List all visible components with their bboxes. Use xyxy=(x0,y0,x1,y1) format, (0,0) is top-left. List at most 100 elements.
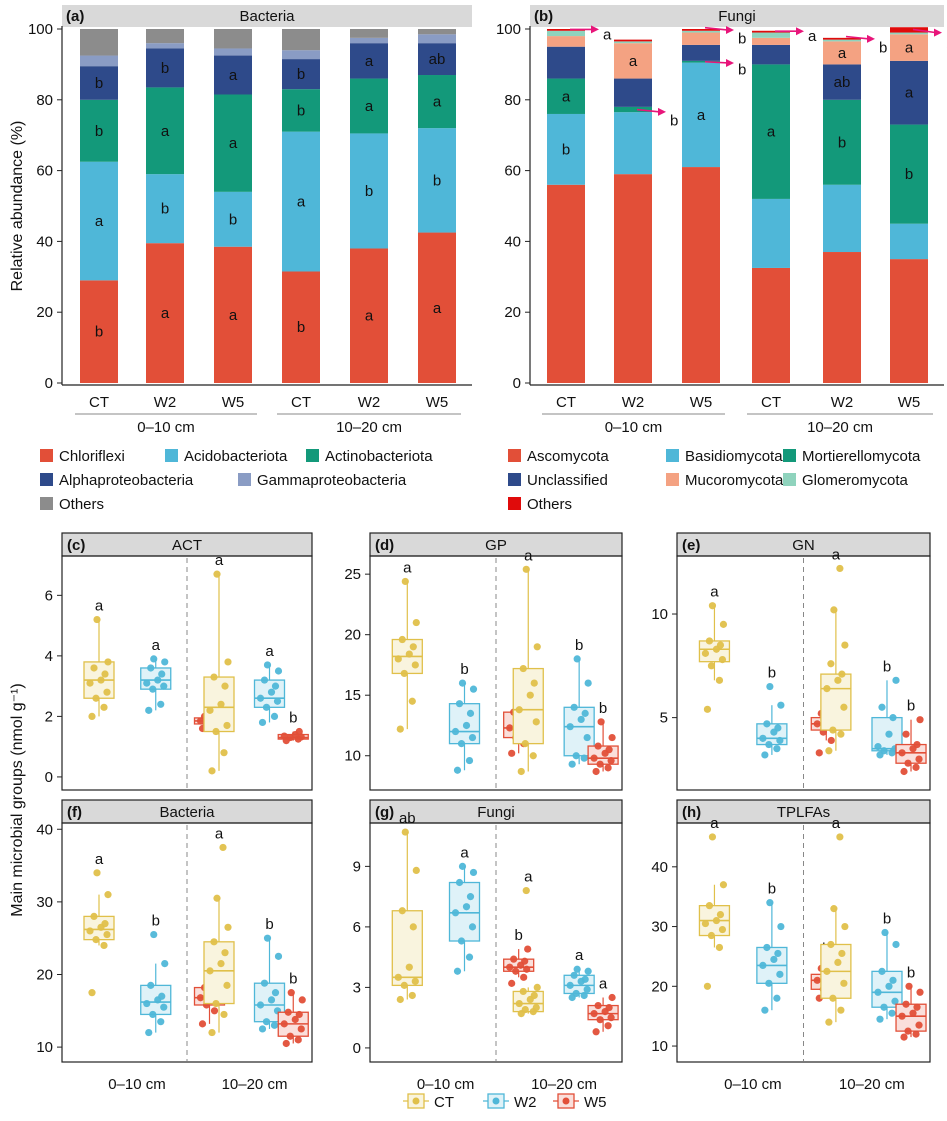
significance-letter: b xyxy=(905,166,913,183)
box-CT-top: ab xyxy=(391,810,423,1004)
data-point xyxy=(515,706,523,714)
data-point xyxy=(147,664,155,672)
y-tick-label: 6 xyxy=(353,919,361,936)
bar-segment xyxy=(350,248,388,383)
data-point xyxy=(898,749,906,757)
box-W2-sub: a xyxy=(253,643,286,727)
box-CT-sub: a xyxy=(512,869,544,1018)
box-W2-sub: a xyxy=(563,947,595,1002)
x-tick-label: CT xyxy=(89,394,109,411)
bar-segment xyxy=(823,99,861,185)
box-panel-e: (e)GN510abbabb xyxy=(651,532,931,791)
data-point xyxy=(716,911,725,919)
pointer-arrow-head xyxy=(726,26,734,35)
legend-item: Mortierellomycota xyxy=(783,448,921,465)
data-point xyxy=(777,701,785,709)
data-point xyxy=(469,685,478,693)
bar-segment xyxy=(823,64,861,100)
bar-segment xyxy=(146,243,184,383)
y-tick-label: 25 xyxy=(344,566,361,583)
legend-swatch xyxy=(508,449,521,462)
data-point xyxy=(469,868,478,877)
data-point xyxy=(149,1010,157,1019)
data-point xyxy=(891,997,899,1005)
box-W2-top: a xyxy=(140,637,172,714)
significance-letter: a xyxy=(152,637,161,654)
data-point xyxy=(521,1005,529,1014)
significance-letter: a xyxy=(524,547,533,564)
significance-letter: b xyxy=(265,916,273,933)
panel-title: ACT xyxy=(172,537,202,554)
box-iqr xyxy=(512,667,544,745)
bar-segment xyxy=(418,43,456,76)
bar-segment xyxy=(547,46,585,79)
legend-item: Chloriflexi xyxy=(40,448,125,465)
data-point xyxy=(223,721,231,730)
data-point xyxy=(607,1014,615,1022)
y-tick-label: 20 xyxy=(651,978,668,995)
bar-segment xyxy=(418,29,456,35)
pointer-arrow-line xyxy=(704,26,729,31)
data-point xyxy=(196,994,205,1002)
panel-title: GN xyxy=(792,537,815,554)
box-W5-top: b xyxy=(503,927,535,987)
data-point xyxy=(763,720,771,728)
data-point xyxy=(815,749,823,757)
data-point xyxy=(219,843,227,852)
data-point xyxy=(773,994,781,1002)
panel-title: Bacteria xyxy=(159,804,215,821)
bar-segment xyxy=(890,124,928,224)
data-point xyxy=(468,733,477,742)
legend-swatch xyxy=(783,473,796,486)
data-point xyxy=(701,649,710,657)
bar-segment xyxy=(890,34,928,61)
significance-letter: b xyxy=(907,964,915,981)
data-point xyxy=(519,987,527,996)
data-point xyxy=(703,982,712,990)
data-point xyxy=(286,1032,294,1040)
data-point xyxy=(825,1018,833,1026)
box-W2-sub: b xyxy=(253,916,286,1033)
data-point xyxy=(759,961,767,969)
bar-segment xyxy=(890,223,928,260)
significance-letter: b xyxy=(838,134,846,151)
significance-letter: a xyxy=(767,124,776,141)
data-point xyxy=(533,983,541,992)
data-point xyxy=(295,727,303,736)
data-point xyxy=(902,1000,910,1008)
data-point xyxy=(836,833,844,841)
data-point xyxy=(708,602,717,610)
data-point xyxy=(909,1009,917,1017)
y-tick-label: 0 xyxy=(513,375,521,392)
data-point xyxy=(280,732,288,740)
data-point xyxy=(912,1030,920,1038)
data-point xyxy=(298,996,306,1004)
bar-segment xyxy=(146,48,184,88)
box-CT-top: a xyxy=(391,559,423,733)
legend-label: Basidiomycota xyxy=(685,448,783,465)
panel-frame xyxy=(369,822,623,1063)
significance-letter: a xyxy=(832,546,841,563)
data-point xyxy=(221,682,229,690)
data-point xyxy=(705,902,714,910)
data-point xyxy=(294,1036,302,1044)
data-point xyxy=(160,1003,168,1011)
data-point xyxy=(462,721,471,730)
bar-segment xyxy=(614,106,652,113)
data-point xyxy=(100,941,108,950)
bar-segment xyxy=(682,167,720,383)
data-point xyxy=(774,724,782,732)
bar-segment xyxy=(682,32,720,45)
bar-segment xyxy=(752,64,790,199)
bar-segment xyxy=(890,259,928,383)
y-tick-label: 10 xyxy=(651,606,668,623)
box-CT-top: a xyxy=(83,851,115,997)
y-tick-label: 20 xyxy=(36,966,53,983)
data-point xyxy=(213,894,221,902)
data-point xyxy=(830,905,838,913)
significance-letter: a xyxy=(95,598,104,615)
data-point xyxy=(765,979,773,987)
panel-title: Bacteria xyxy=(239,8,295,25)
